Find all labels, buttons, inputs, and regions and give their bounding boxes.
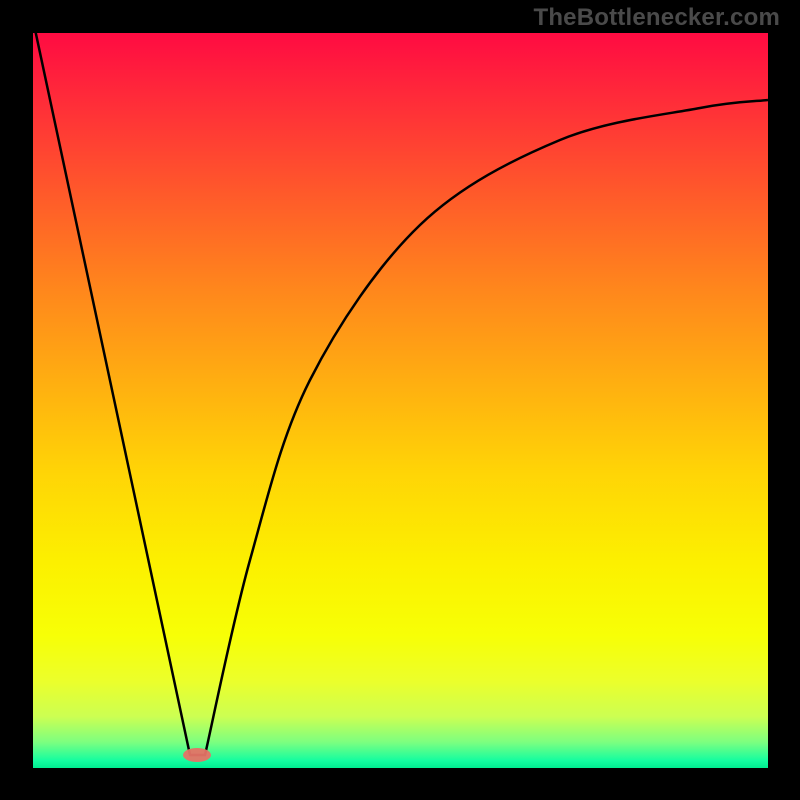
dip-marker (183, 748, 211, 762)
gradient-background (33, 33, 768, 768)
chart-container: TheBottlenecker.com (0, 0, 800, 800)
watermark-label: TheBottlenecker.com (533, 4, 780, 32)
bottleneck-chart (0, 0, 800, 800)
